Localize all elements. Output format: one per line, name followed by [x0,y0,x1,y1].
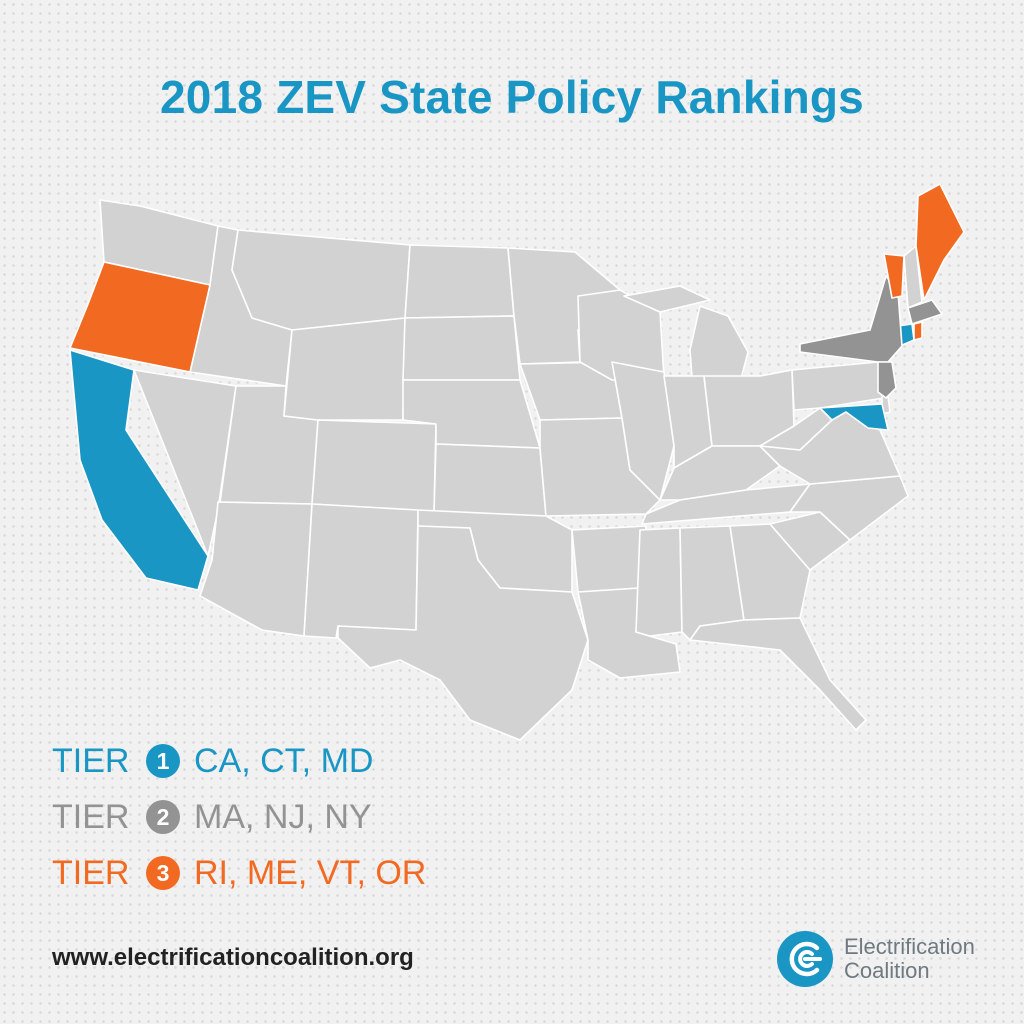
state-ND [404,244,515,319]
state-NY [799,275,903,363]
tier-2-states: MA, NJ, NY [194,797,372,836]
electrification-coalition-logo-icon [777,931,833,987]
tier-1-row: TIER 1 CA, CT, MD [52,733,426,789]
state-CA [69,349,209,591]
state-NJ [877,361,897,399]
tier-3-number-badge: 3 [146,856,180,890]
tier-1-states: CA, CT, MD [194,741,374,780]
state-MT [231,229,411,331]
state-AZ [199,501,313,637]
state-WY [283,317,406,421]
brand-name-line1: Electrification [844,934,975,959]
state-PA [791,361,885,411]
brand-logo-block: Electrification Coalition [776,930,975,988]
page-title: 2018 ZEV State Policy Rankings [160,71,864,123]
state-OR [69,261,211,373]
state-KS [433,443,547,517]
tier-3-states: RI, ME, VT, OR [194,853,427,892]
state-NM [303,503,419,639]
website-link[interactable]: www.electrificationcoalition.org [52,944,414,971]
state-MD [819,403,889,431]
state-MS [635,527,683,637]
state-VT [883,253,905,299]
tier3-states [69,183,965,373]
base-states [99,199,923,741]
tier-3-label: TIER [52,853,130,892]
state-SD [402,315,521,381]
tier-1-label: TIER [52,741,130,780]
tier1-states [69,323,915,591]
tier-2-row: TIER 2 MA, NJ, NY [52,789,426,845]
tier2-states [799,275,943,399]
state-ME [915,183,965,301]
tier-2-label: TIER [52,797,130,836]
state-FL [689,617,867,731]
state-CO [311,419,437,513]
brand-name-line2: Coalition [844,958,930,983]
tier-2-number-badge: 2 [146,800,180,834]
state-AR [571,525,647,593]
tier-3-row: TIER 3 RI, ME, VT, OR [52,845,426,901]
state-TX [337,525,589,741]
state-MA [907,299,943,325]
tier-1-number-badge: 1 [146,744,180,778]
state-RI [913,321,923,341]
brand-name: Electrification Coalition [844,935,975,983]
tier-legend: TIER 1 CA, CT, MD TIER 2 MA, NJ, NY TIER… [52,733,426,901]
